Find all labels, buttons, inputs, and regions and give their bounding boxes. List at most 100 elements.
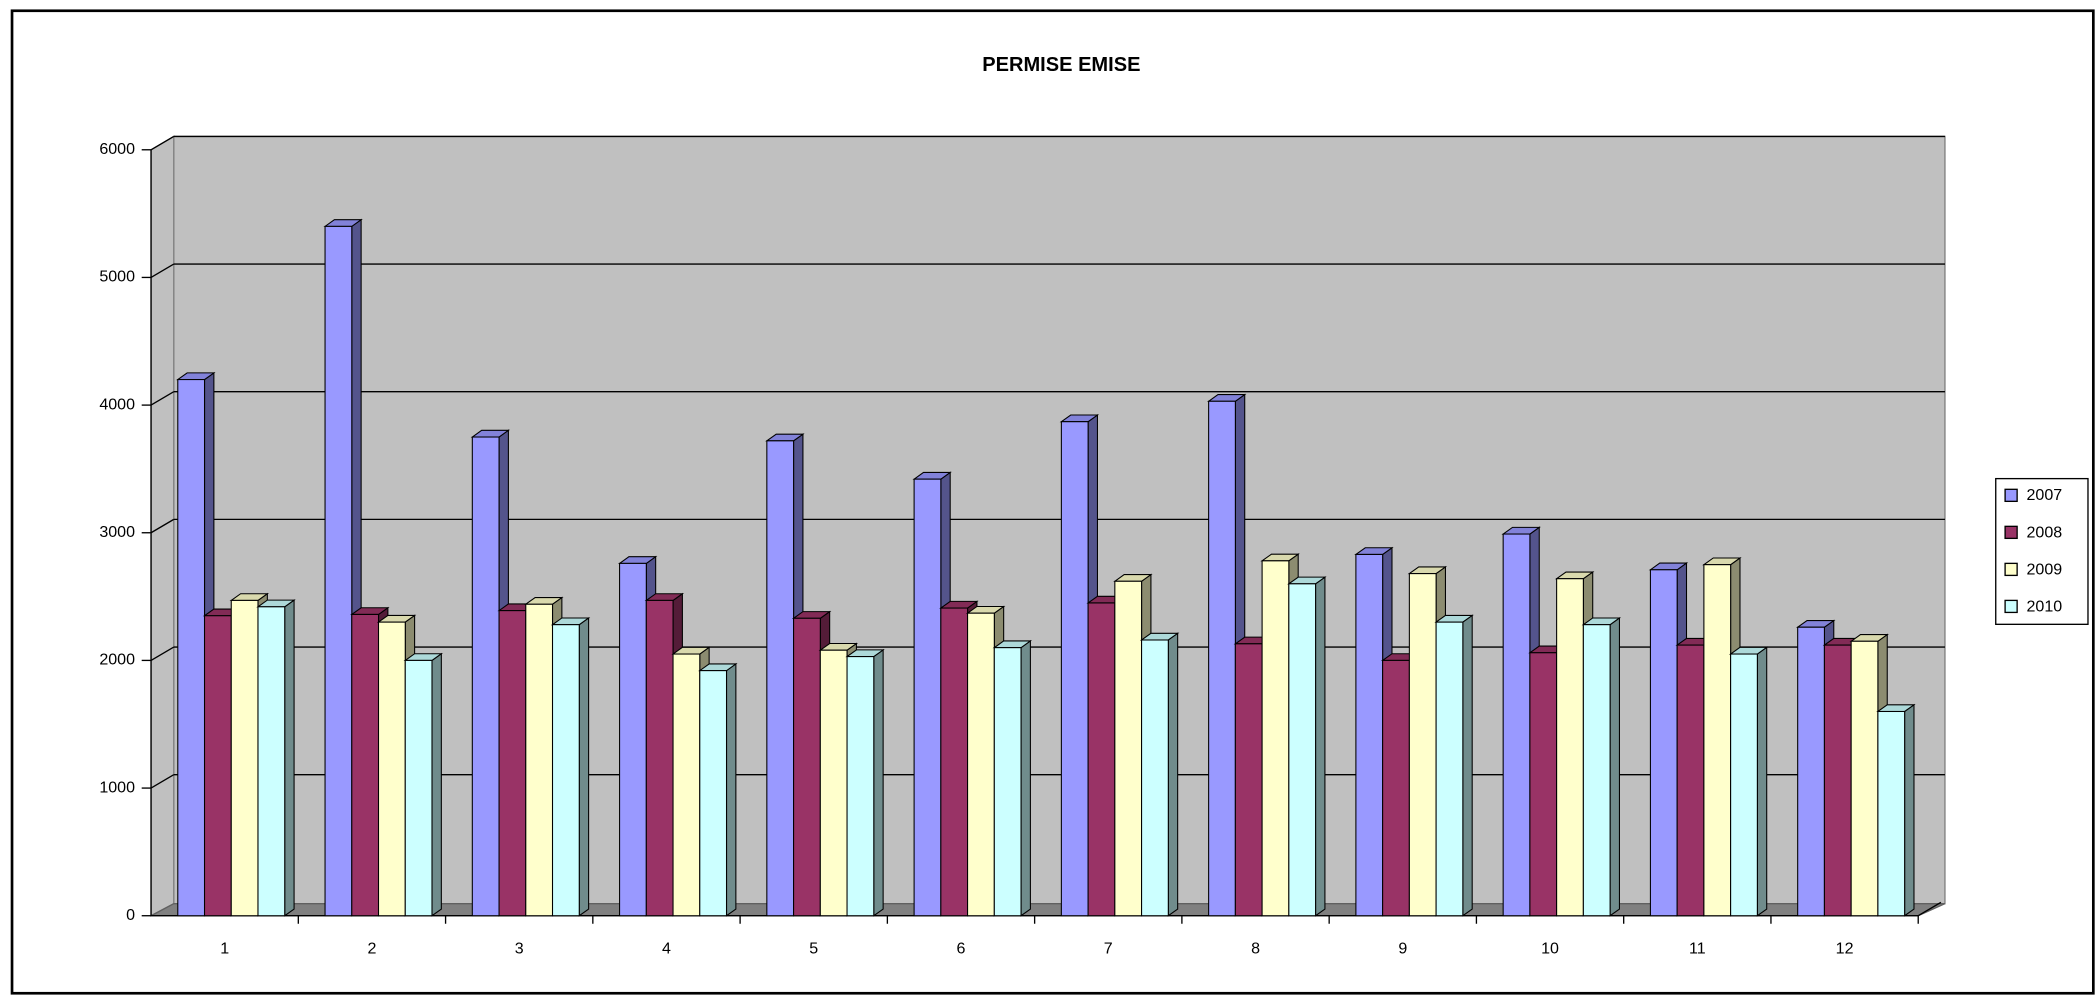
bar-top-shade bbox=[1141, 633, 1178, 640]
y-tick-label: 0 bbox=[126, 906, 135, 924]
bar bbox=[404, 659, 433, 917]
y-tick-label: 2000 bbox=[99, 651, 135, 669]
bar bbox=[1261, 560, 1290, 917]
bar-top-shade bbox=[766, 434, 803, 441]
bar-side-shade bbox=[1462, 615, 1473, 916]
bar bbox=[471, 436, 500, 917]
bar bbox=[1529, 652, 1558, 917]
bar-top-shade bbox=[1503, 527, 1540, 535]
bar bbox=[1288, 583, 1317, 917]
bar bbox=[257, 606, 286, 917]
bar-top-shade bbox=[1114, 574, 1151, 582]
bar bbox=[846, 656, 875, 917]
bar bbox=[1435, 621, 1464, 917]
bar bbox=[819, 649, 848, 917]
bar bbox=[967, 612, 995, 917]
bar bbox=[1797, 626, 1825, 917]
grid-line bbox=[150, 263, 175, 279]
bar bbox=[645, 599, 674, 917]
bar bbox=[1382, 659, 1410, 917]
bar bbox=[324, 225, 353, 917]
bar-side-shade bbox=[1021, 640, 1031, 916]
grid-line bbox=[150, 774, 175, 789]
bar bbox=[377, 621, 406, 917]
bar bbox=[1208, 400, 1236, 917]
legend-swatch bbox=[2004, 488, 2018, 503]
legend-swatch bbox=[2004, 525, 2018, 540]
bar-top-shade bbox=[405, 653, 442, 661]
x-tick-label: 11 bbox=[1689, 939, 1706, 957]
bar-top-shade bbox=[1703, 557, 1740, 565]
grid-line bbox=[150, 646, 175, 661]
bar bbox=[1408, 573, 1437, 917]
y-tick-label: 6000 bbox=[99, 140, 135, 158]
x-axis-depth bbox=[1917, 901, 1942, 917]
bar-top-shade bbox=[231, 593, 268, 601]
bar bbox=[1703, 564, 1732, 917]
bar-top-shade bbox=[177, 372, 214, 380]
bar-top-shade bbox=[1851, 634, 1888, 642]
bar-side-shade bbox=[726, 663, 736, 916]
bar bbox=[1502, 533, 1531, 917]
legend-swatch bbox=[2004, 562, 2018, 577]
bar-top-shade bbox=[472, 430, 509, 438]
bar-side-shade bbox=[284, 600, 295, 916]
legend-label: 2009 bbox=[2026, 560, 2062, 578]
bar-top-shade bbox=[1208, 394, 1245, 402]
grid-line bbox=[150, 518, 175, 534]
bar-top-shade bbox=[257, 600, 295, 607]
bar-top-shade bbox=[1409, 566, 1446, 574]
bar-side-shade bbox=[1757, 647, 1767, 916]
bar bbox=[1355, 553, 1384, 917]
legend-label: 2008 bbox=[2026, 523, 2062, 541]
bar bbox=[672, 653, 701, 917]
x-tick-label: 9 bbox=[1398, 939, 1407, 957]
bar bbox=[940, 607, 969, 917]
bar-top-shade bbox=[552, 617, 589, 625]
bar bbox=[1850, 640, 1879, 917]
bar bbox=[1141, 639, 1169, 917]
bar bbox=[1114, 580, 1143, 917]
legend-label: 2010 bbox=[2026, 597, 2062, 615]
bar bbox=[177, 379, 206, 917]
bar-top-shade bbox=[1877, 704, 1914, 712]
bar bbox=[1087, 602, 1116, 917]
bar-top-shade bbox=[967, 606, 1004, 614]
bar bbox=[525, 603, 554, 917]
bar-top-shade bbox=[940, 601, 977, 609]
bar-top-shade bbox=[820, 643, 857, 651]
x-tick-label: 3 bbox=[515, 939, 524, 957]
bar-top-shade bbox=[1288, 577, 1325, 584]
x-tick-label: 7 bbox=[1104, 939, 1113, 957]
bar-top-shade bbox=[1797, 620, 1834, 628]
bar bbox=[1234, 643, 1263, 917]
bar-top-shade bbox=[525, 597, 562, 605]
bar-top-shade bbox=[646, 593, 683, 601]
grid-line bbox=[150, 391, 175, 406]
bar-side-shade bbox=[579, 617, 589, 916]
x-tick-label: 10 bbox=[1541, 939, 1559, 957]
grid-line bbox=[150, 135, 175, 151]
bar-top-shade bbox=[1355, 547, 1392, 555]
x-tick-label: 12 bbox=[1836, 939, 1854, 957]
bar-side-shade bbox=[1315, 577, 1325, 916]
bar bbox=[351, 613, 380, 917]
bar bbox=[1556, 578, 1584, 917]
x-tick-label: 2 bbox=[367, 939, 376, 957]
bar bbox=[1877, 710, 1906, 917]
x-tick-label: 5 bbox=[809, 939, 818, 957]
bar bbox=[766, 440, 795, 917]
bar-top-shade bbox=[1583, 617, 1620, 625]
bar-top-shade bbox=[1061, 415, 1098, 422]
bar bbox=[1676, 644, 1705, 917]
legend-swatch bbox=[2004, 599, 2018, 614]
y-tick-label: 3000 bbox=[99, 523, 135, 541]
bar-side-shade bbox=[1610, 617, 1620, 916]
bar bbox=[699, 670, 728, 917]
bar bbox=[1649, 569, 1678, 917]
x-tick-label: 4 bbox=[662, 939, 671, 957]
y-tick-label: 5000 bbox=[99, 268, 135, 286]
y-tick-label: 4000 bbox=[99, 395, 135, 413]
bar-side-shade bbox=[1168, 633, 1178, 916]
